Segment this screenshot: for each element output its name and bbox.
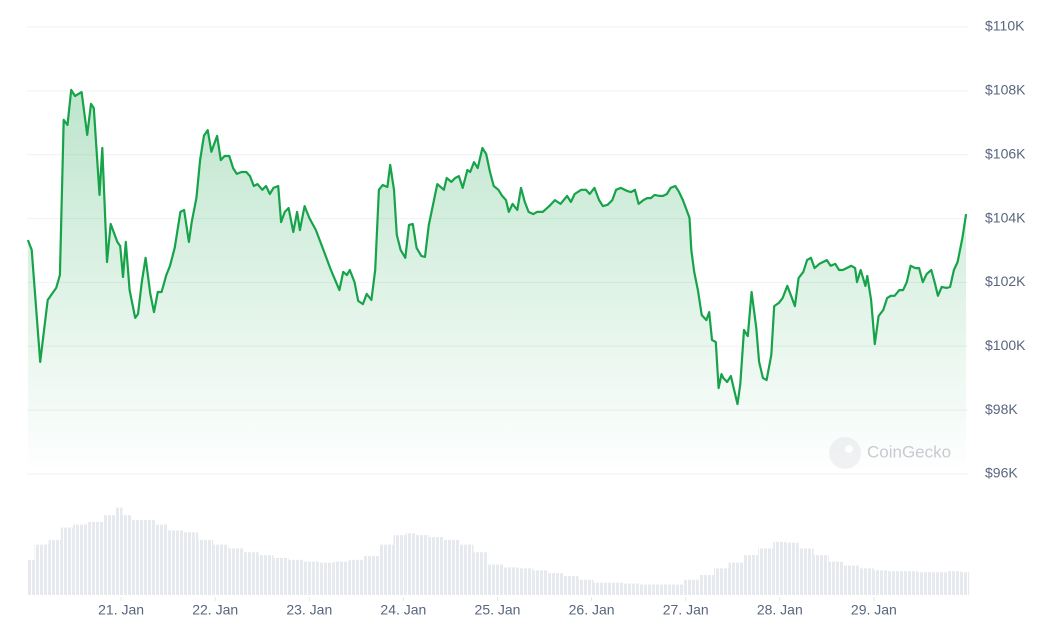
volume-bar <box>243 552 259 595</box>
y-tick-label: $106K <box>985 145 1026 161</box>
volume-bar <box>273 557 289 595</box>
volume-bar <box>578 579 594 595</box>
volume-bar <box>378 544 394 595</box>
volume-bar <box>608 582 624 595</box>
volume-bar <box>563 576 579 595</box>
x-tick-label: 26. Jan <box>569 602 615 618</box>
x-tick-label: 25. Jan <box>475 602 521 618</box>
watermark-logo-eye <box>845 445 853 453</box>
x-tick-label: 27. Jan <box>663 602 709 618</box>
volume-bar <box>114 507 123 595</box>
volume-bar <box>348 559 364 595</box>
volume-bar <box>813 555 829 595</box>
volume-bar <box>593 582 609 595</box>
axes: $96K $98K $100K $102K $104K $106K $108K $110K 21… <box>98 18 1026 618</box>
volume-bar <box>713 568 729 595</box>
volume-bar <box>918 572 934 595</box>
volume-bar <box>798 548 814 595</box>
volume-bar <box>933 572 949 595</box>
y-tick-label: $110K <box>985 18 1025 34</box>
volume-bar <box>168 530 184 595</box>
volume-bar <box>948 571 961 595</box>
volume-bar <box>903 571 919 595</box>
volume-bar <box>458 544 474 595</box>
price-line <box>26 88 968 406</box>
volume-bar <box>73 524 89 595</box>
volume-bar <box>405 533 417 595</box>
watermark: CoinGecko <box>829 437 951 469</box>
y-tick-label: $108K <box>985 82 1026 98</box>
price-line <box>26 88 968 406</box>
watermark-logo <box>829 437 861 469</box>
volume-bar <box>103 515 115 595</box>
volume-bar <box>34 544 49 595</box>
volume-bar <box>888 571 904 595</box>
volume-bar <box>88 521 104 595</box>
volume-bar <box>683 579 699 595</box>
volume-bar <box>393 535 406 595</box>
y-tick-label: $100K <box>985 337 1026 353</box>
volume-bar <box>143 519 156 595</box>
volume-bar <box>743 555 759 595</box>
volume-bar <box>363 556 379 595</box>
volume-bar <box>728 562 744 595</box>
volume-bar <box>828 561 844 595</box>
volume-bar <box>698 575 714 595</box>
volume-bar <box>653 584 669 595</box>
volume-bar <box>473 552 489 595</box>
volume-bar <box>416 535 429 595</box>
x-tick-label: 24. Jan <box>380 602 426 618</box>
volume-bar <box>228 548 244 595</box>
volume-bar <box>318 562 334 595</box>
volume-bar <box>873 570 889 595</box>
area <box>27 89 967 475</box>
volume-bar <box>758 548 774 595</box>
volume-bar <box>843 565 859 595</box>
volume-bar <box>428 537 444 595</box>
volume-bar <box>333 561 349 595</box>
x-tick-label: 28. Jan <box>757 602 803 618</box>
volume-bar <box>668 584 684 595</box>
volume-bar <box>488 564 504 595</box>
volume-bar <box>785 542 799 595</box>
volume-bar <box>130 519 144 595</box>
volume-bar <box>198 539 214 595</box>
volume-bar <box>638 584 654 595</box>
x-tick-label: 29. Jan <box>851 602 897 618</box>
volume-bar <box>518 568 534 595</box>
x-tick-label: 21. Jan <box>98 602 144 618</box>
volume-bar <box>122 515 131 595</box>
volume-bar <box>623 583 639 595</box>
volume-bar <box>303 561 319 595</box>
volume-bar <box>443 539 459 595</box>
x-tick-label: 23. Jan <box>286 602 332 618</box>
x-tick-label: 22. Jan <box>192 602 238 618</box>
volume-bars <box>27 507 970 595</box>
volume-bar <box>503 567 519 595</box>
volume-bar <box>183 532 199 595</box>
volume-bar <box>548 573 564 595</box>
price-area <box>27 89 967 475</box>
volume-bar <box>960 572 970 595</box>
volume-bar <box>213 544 229 595</box>
volume-bar <box>155 524 169 595</box>
volume-bar <box>27 559 35 595</box>
y-tick-label: $102K <box>985 273 1026 289</box>
volume-bar <box>48 539 61 595</box>
volume-bar <box>60 527 74 595</box>
y-tick-label: $104K <box>985 209 1026 225</box>
volume-bar <box>288 559 304 595</box>
volume-bar <box>533 570 549 595</box>
volume-bar <box>773 541 786 595</box>
volume-bar <box>258 555 274 595</box>
y-tick-label: $98K <box>985 401 1018 417</box>
volume-bar <box>858 568 874 595</box>
y-tick-label: $96K <box>985 465 1018 481</box>
watermark-text: CoinGecko <box>867 442 951 461</box>
